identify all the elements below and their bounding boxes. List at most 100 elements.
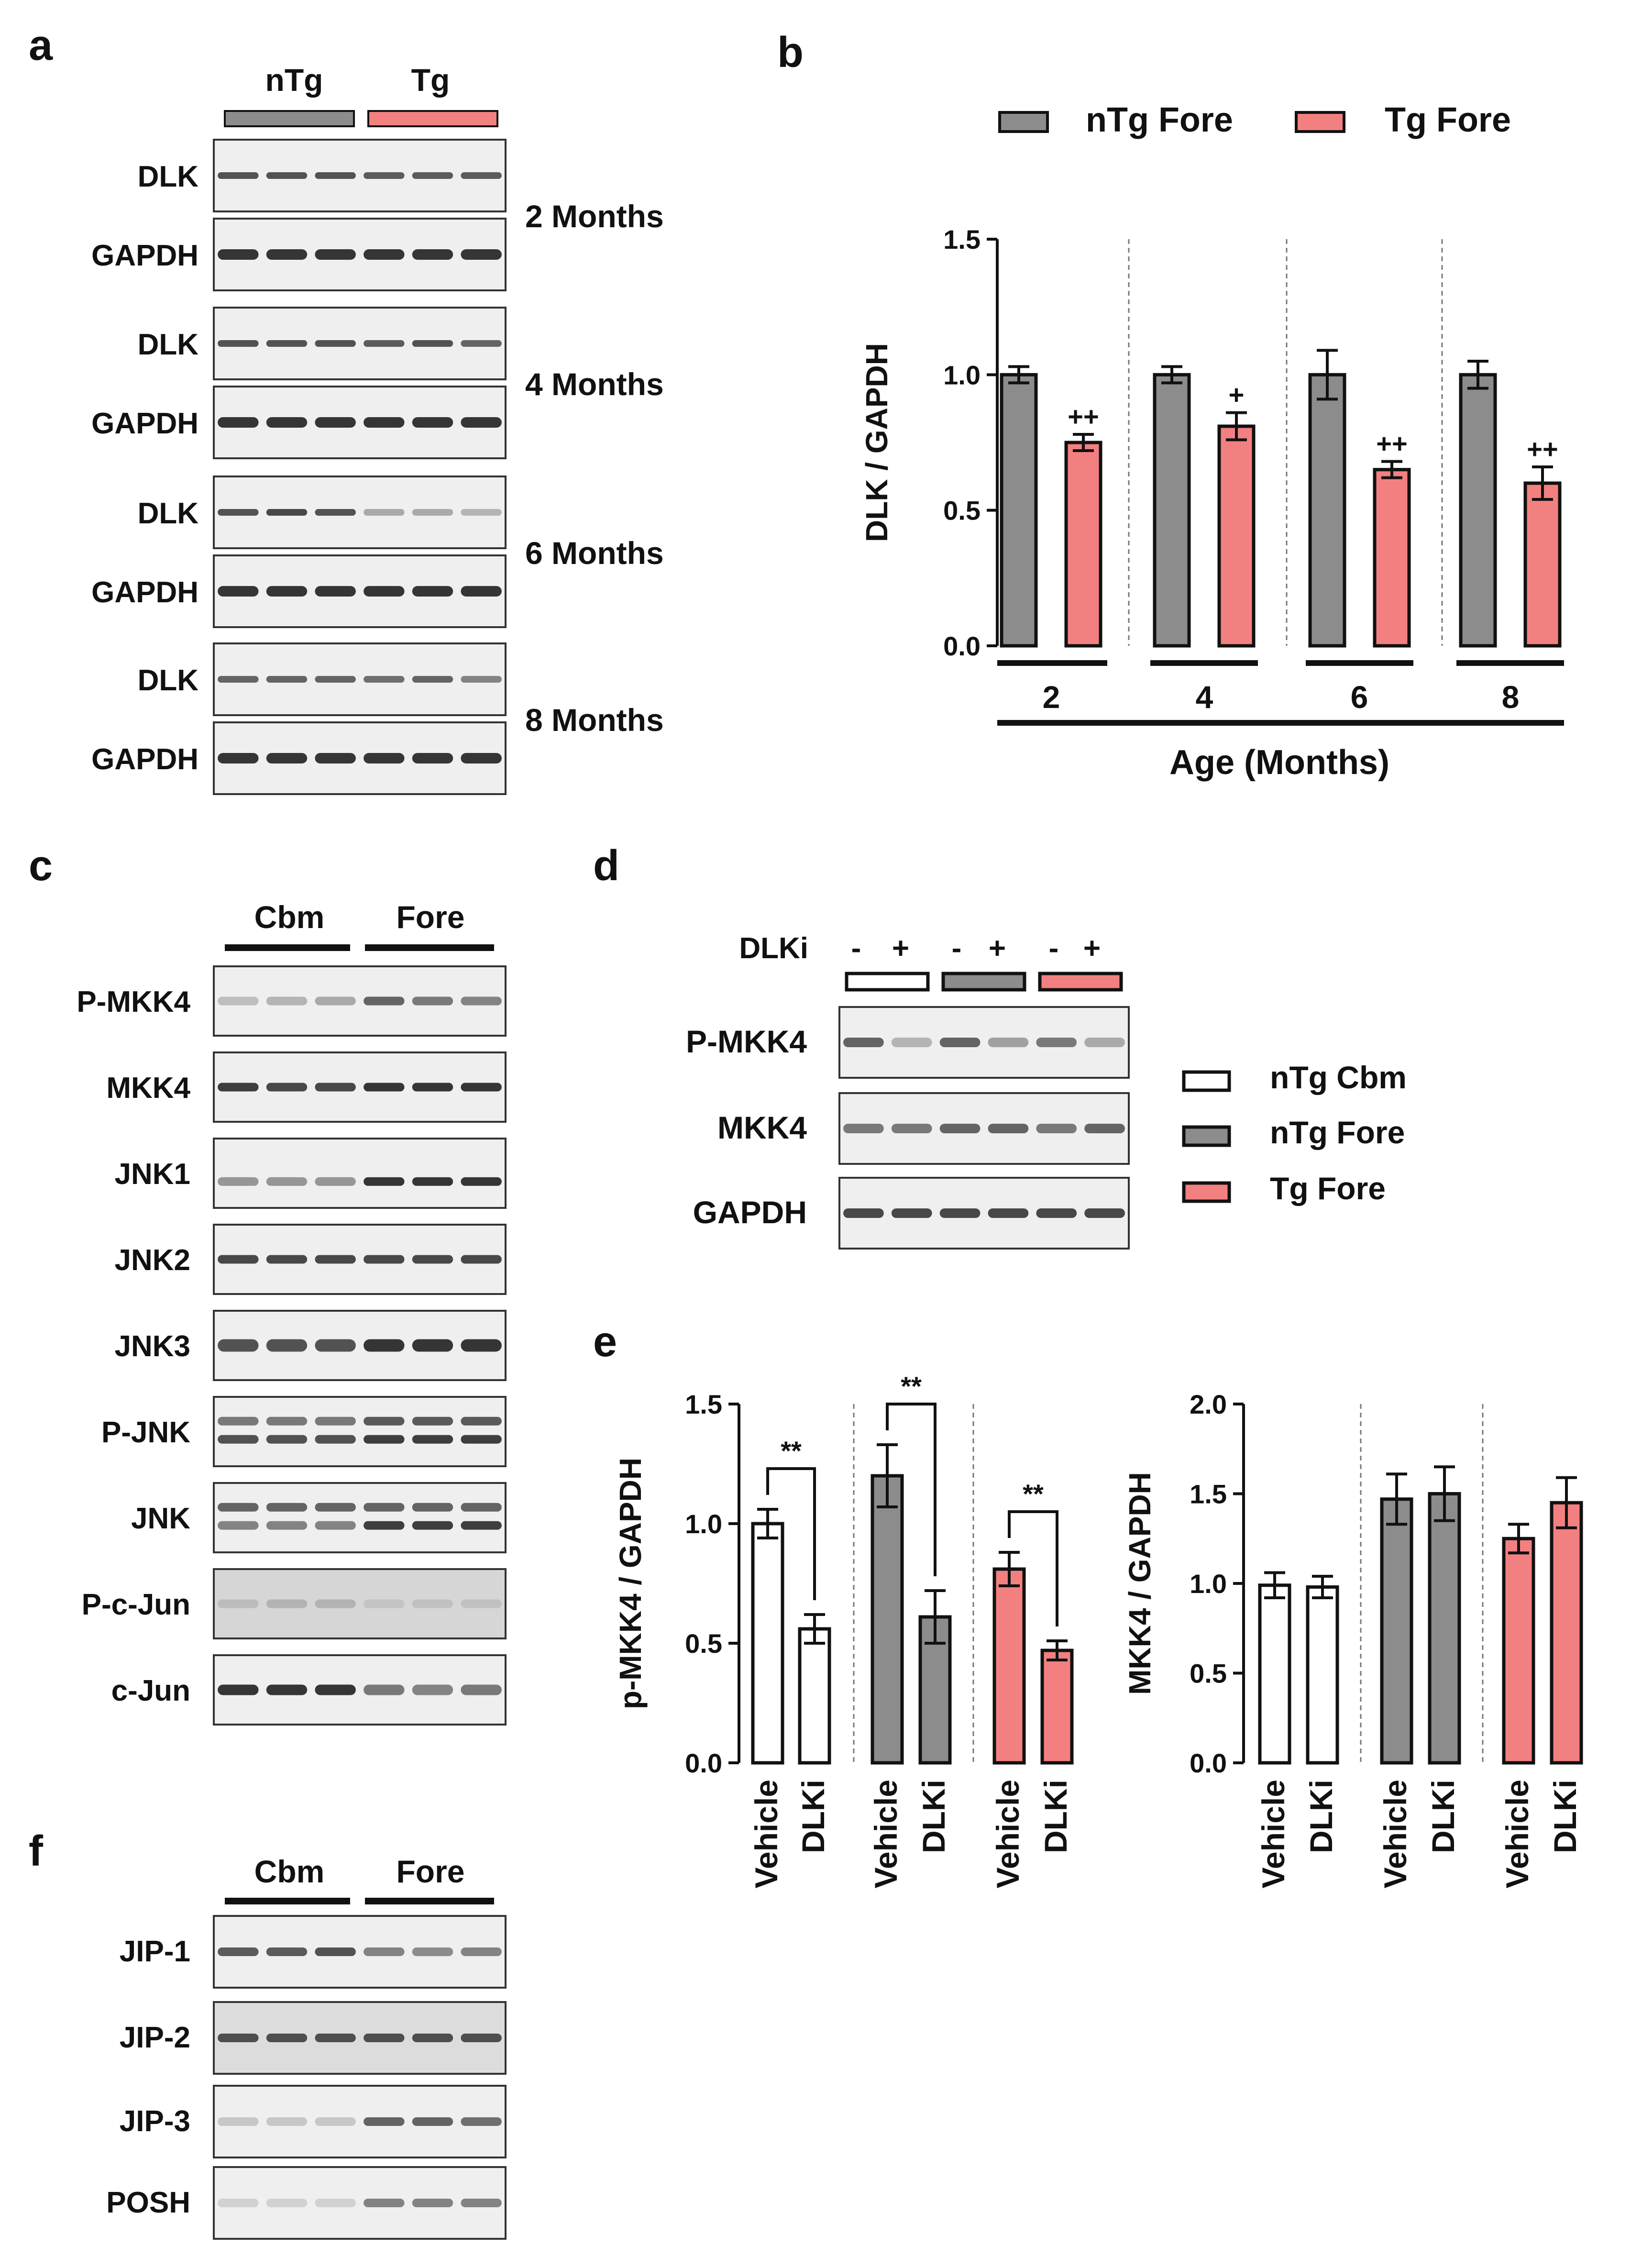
blot-jip-3-band (315, 2117, 356, 2126)
panel-label-f: f (29, 1827, 44, 1875)
blot-p-c-jun-band (364, 1599, 405, 1608)
blot-dlk-4-band (364, 676, 405, 683)
bar (1523, 481, 1562, 648)
y-axis-label: MKK4 / GAPDH (1123, 1472, 1157, 1695)
y-tick-label: 0.0 (1190, 1748, 1227, 1778)
blot-dlk-4-band (412, 676, 453, 683)
legend-label-ntg-fore: nTg Fore (1086, 101, 1233, 139)
blot-gapdh-4-band (218, 753, 259, 763)
bar (992, 1567, 1026, 1765)
blot-dlk-1-band (266, 172, 308, 179)
blot-dlk-3-band (364, 509, 405, 516)
legend-label-tg-fore: Tg Fore (1385, 101, 1511, 139)
x-category-label: Vehicle (1378, 1780, 1413, 1889)
x-category-label: DLKi (1547, 1780, 1583, 1853)
blot-c-jun-frame (213, 1654, 507, 1726)
blot-d-gapdh-band (1036, 1208, 1077, 1218)
blot-dlk-1-band (315, 172, 356, 179)
blot-dlk-2 (213, 307, 507, 380)
blot-dlk-1-frame (213, 139, 507, 212)
blot-posh-band (218, 2199, 259, 2207)
blot-posh-band (364, 2199, 405, 2207)
group-bar-tg (367, 110, 498, 127)
blot-dlk-1 (213, 139, 507, 212)
blot-dlk-4 (213, 642, 507, 716)
bar (1380, 1497, 1413, 1765)
x-category-label: DLKi (1303, 1780, 1339, 1853)
x-category-label: 2 (1043, 679, 1060, 715)
blot-jip-1-band (412, 1947, 453, 1956)
blot-gapdh-4 (213, 721, 507, 795)
blot-gapdh-1-band (461, 249, 502, 260)
blot-jnk2-band (218, 1255, 259, 1264)
legend-label-3: Tg Fore (1270, 1171, 1386, 1206)
blot-d-mkk4-band (1084, 1124, 1125, 1133)
blot-gapdh-2-band (364, 417, 405, 428)
blot-p-jnk-band (461, 1416, 502, 1426)
row-label-mkk4: MKK4 (106, 1072, 190, 1105)
bar (1373, 468, 1411, 648)
group-line-cbm-f (225, 1898, 350, 1904)
blot-d-p-mkk4-frame (838, 1006, 1130, 1079)
treatment-sign: - (851, 932, 861, 965)
blot-jip-2-band (461, 2034, 502, 2042)
category-underline (1456, 660, 1564, 666)
bar (1308, 373, 1346, 648)
group-label-ntg: nTg (265, 62, 323, 98)
x-category-label: Vehicle (868, 1780, 904, 1889)
blot-gapdh-1-band (364, 249, 405, 260)
blot-jip-2 (213, 2001, 507, 2075)
row-label-c-jun: c-Jun (111, 1674, 190, 1707)
bar (1040, 1648, 1074, 1765)
blot-jnk1-band (266, 1177, 308, 1186)
blot-jip-1-frame (213, 1915, 507, 1989)
blot-dlk-3-band (315, 509, 356, 516)
blot-jip-2-frame (213, 2001, 507, 2075)
significance-mark: ++ (1527, 434, 1558, 464)
blot-d-mkk4-band (939, 1124, 981, 1133)
blot-posh-band (266, 2199, 308, 2207)
blot-gapdh-2-band (218, 417, 259, 428)
blot-jip-2-band (412, 2034, 453, 2042)
timepoint-label: 8 Months (525, 702, 664, 738)
legend-label-2: nTg Fore (1270, 1115, 1405, 1150)
blot-gapdh-3 (213, 554, 507, 628)
bar (1459, 373, 1497, 648)
legend-swatch-1 (1182, 1070, 1231, 1092)
treatment-sign: - (952, 932, 962, 965)
blot-c-jun-band (412, 1684, 453, 1695)
row-label-jip-3: JIP-3 (120, 2105, 190, 2138)
blot-gapdh-3-band (412, 586, 453, 597)
blot-p-jnk-band (315, 1416, 356, 1426)
blot-jnk-band (266, 1521, 308, 1530)
row-label-jnk: JNK (131, 1502, 190, 1535)
blot-d-mkk4 (838, 1092, 1130, 1165)
blot-dlk-4-frame (213, 642, 507, 716)
blot-d-p-mkk4-band (939, 1038, 981, 1047)
group-box-ntg-cbm (845, 972, 930, 992)
chart-e-left: 0.0 0.5 1.0 1.5 p-MKK4 / GAPDH ** ** ** Vehicle D… (613, 1371, 1074, 1889)
group-bar-ntg (224, 110, 355, 127)
blot-mkk4-band (461, 1083, 502, 1092)
row-label-p-c-jun: P-c-Jun (82, 1588, 190, 1621)
row-label-jnk2: JNK2 (114, 1244, 190, 1277)
blot-posh (213, 2166, 507, 2240)
blot-jnk-band (412, 1503, 453, 1512)
timepoint-label: 2 Months (525, 199, 664, 234)
row-label-gapdh: GAPDH (91, 239, 198, 272)
row-label-dlk: DLK (138, 160, 199, 193)
blot-c-jun-band (315, 1684, 356, 1695)
blot-jnk3-band (218, 1339, 259, 1352)
blot-jip-2-band (364, 2034, 405, 2042)
blot-gapdh-4-band (412, 753, 453, 763)
blot-jnk2-band (412, 1255, 453, 1264)
blot-d-gapdh-band (891, 1208, 932, 1218)
blot-gapdh-4-frame (213, 721, 507, 795)
blot-gapdh-1-frame (213, 218, 507, 291)
row-label-dlk: DLK (138, 328, 199, 361)
blot-dlk-3-band (218, 509, 259, 516)
bar (1502, 1537, 1535, 1765)
blot-dlk-2-band (315, 340, 356, 347)
